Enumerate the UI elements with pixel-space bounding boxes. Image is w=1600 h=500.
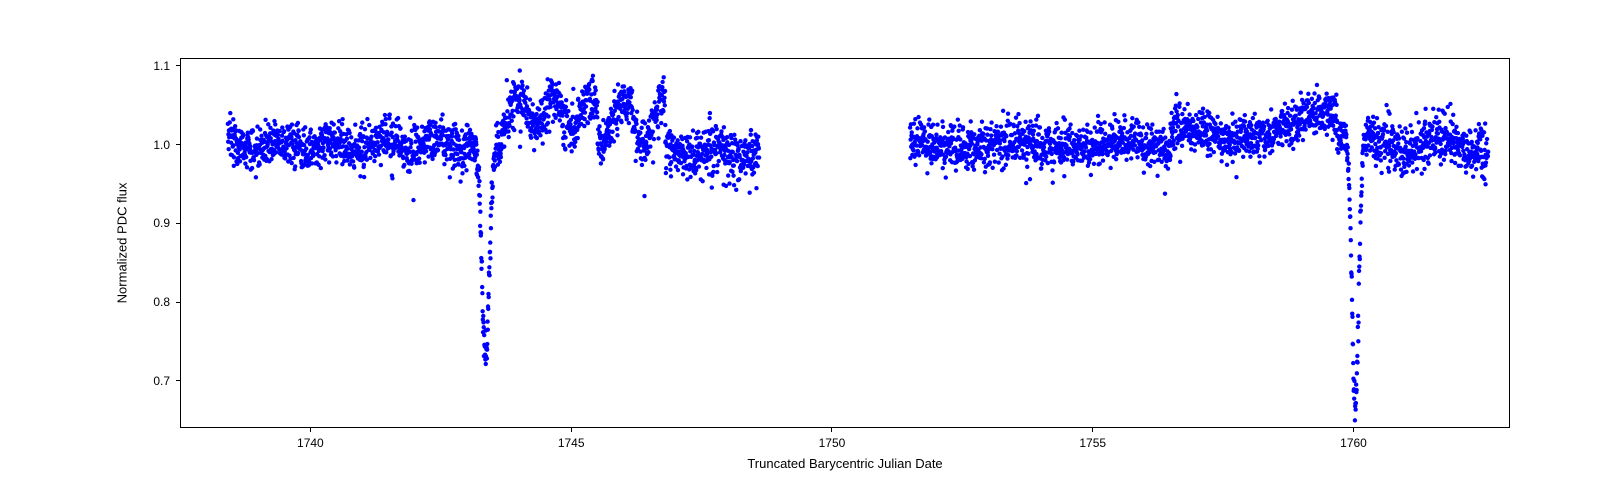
y-tick-label: 1.1 [153, 59, 170, 73]
x-tick-mark [1353, 428, 1354, 432]
x-tick-mark [831, 428, 832, 432]
y-tick-mark [176, 302, 180, 303]
y-tick-mark [176, 223, 180, 224]
y-tick-mark [176, 65, 180, 66]
y-tick-label: 1.0 [153, 138, 170, 152]
y-tick-label: 0.8 [153, 295, 170, 309]
x-tick-label: 1755 [1079, 436, 1106, 450]
y-tick-mark [176, 380, 180, 381]
plot-area [180, 58, 1510, 428]
figure: Truncated Barycentric Julian Date Normal… [0, 0, 1600, 500]
y-tick-mark [176, 144, 180, 145]
x-tick-label: 1750 [819, 436, 846, 450]
y-tick-label: 0.9 [153, 216, 170, 230]
scatter-plot [181, 59, 1509, 427]
x-axis-label: Truncated Barycentric Julian Date [747, 456, 942, 471]
x-tick-label: 1760 [1340, 436, 1367, 450]
x-tick-label: 1740 [297, 436, 324, 450]
x-tick-mark [571, 428, 572, 432]
x-tick-mark [1092, 428, 1093, 432]
y-tick-label: 0.7 [153, 374, 170, 388]
y-axis-label: Normalized PDC flux [115, 183, 130, 304]
x-tick-mark [310, 428, 311, 432]
x-tick-label: 1745 [558, 436, 585, 450]
